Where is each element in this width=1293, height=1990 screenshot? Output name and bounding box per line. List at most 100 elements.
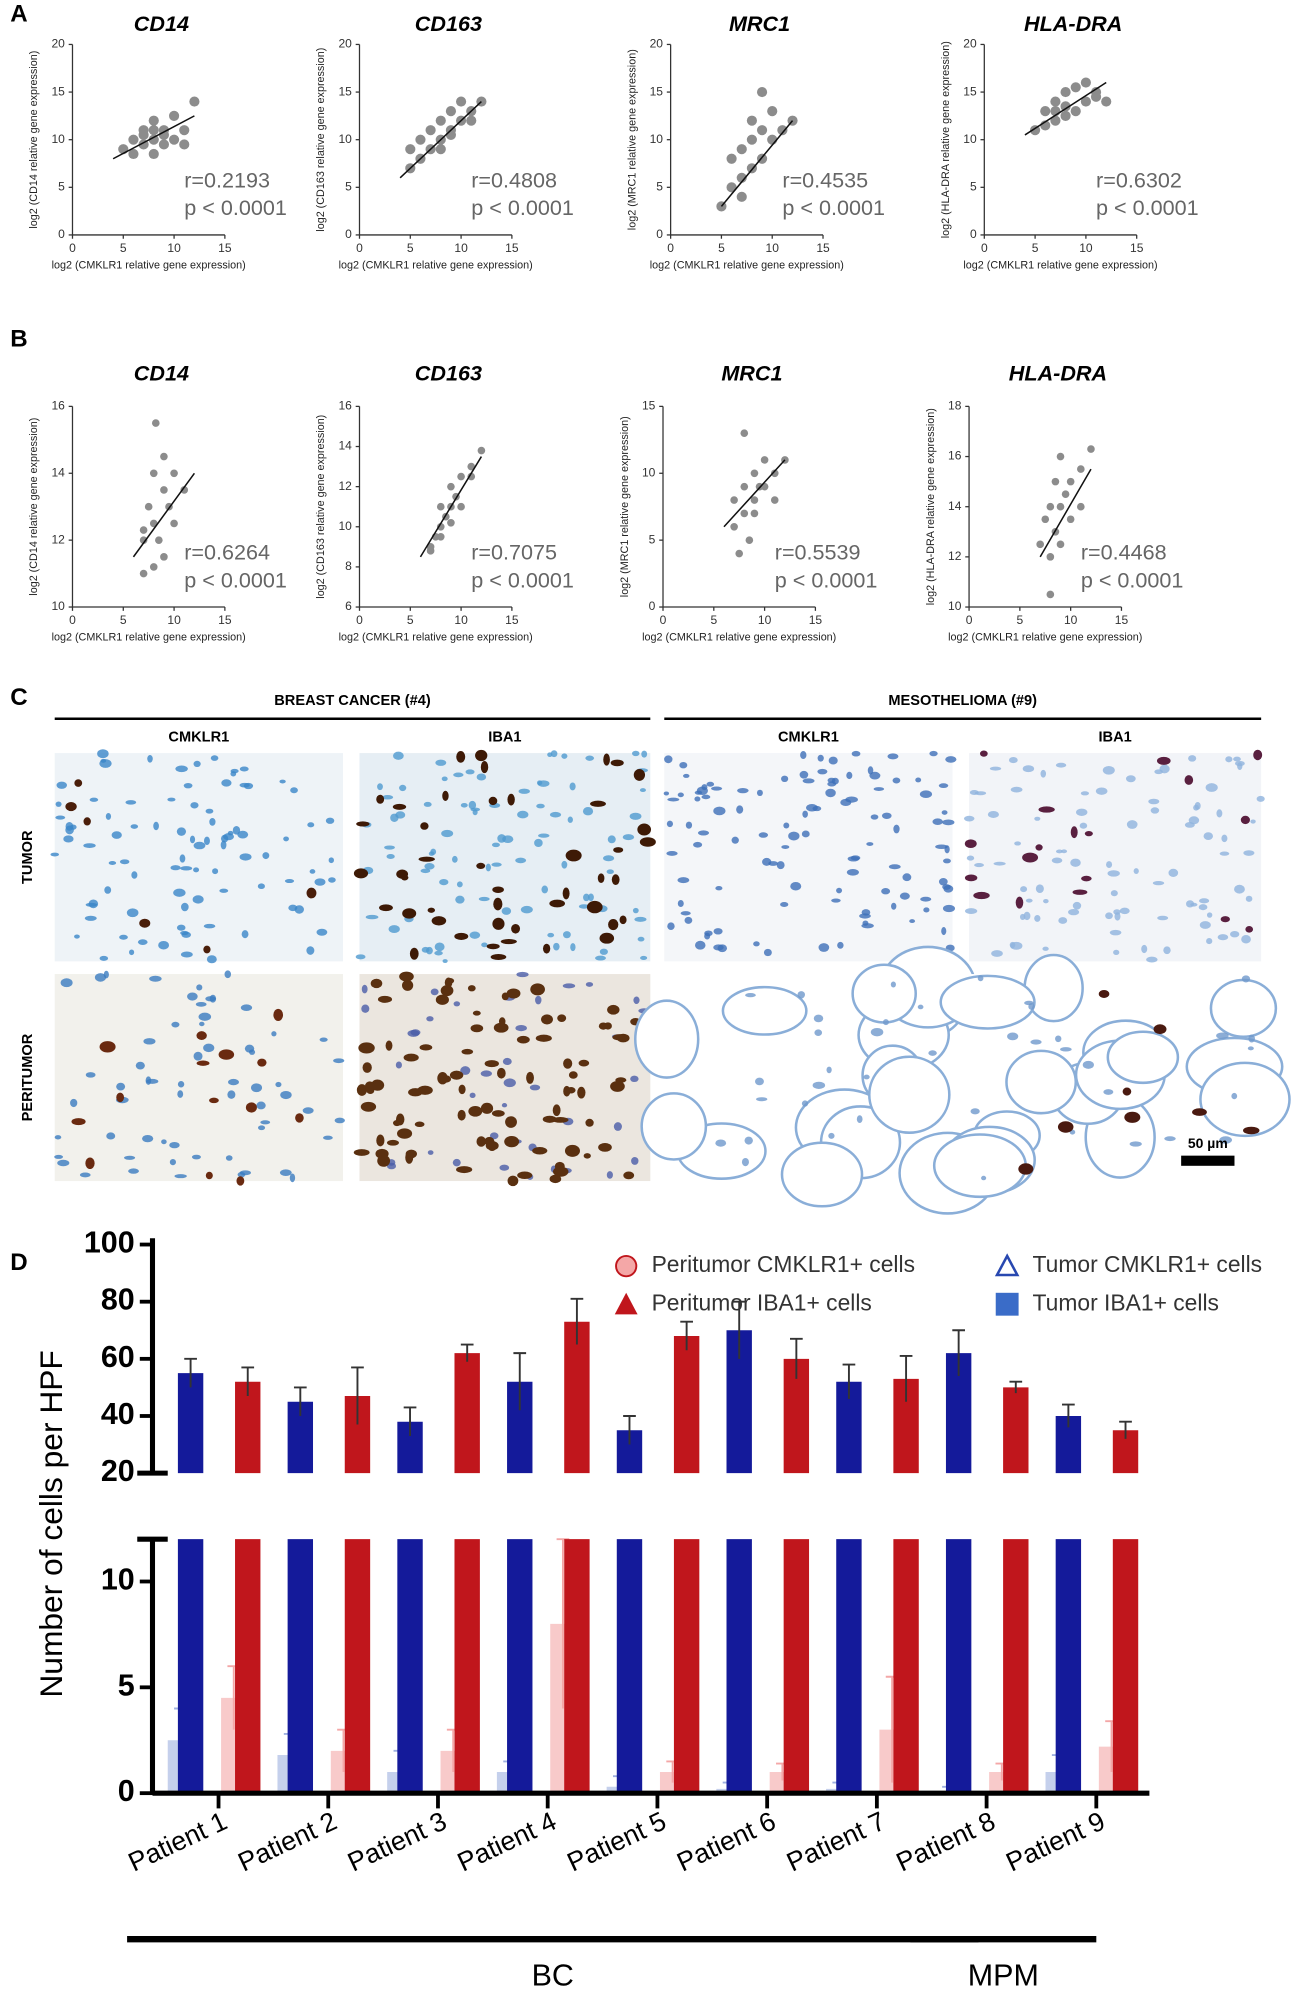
nucleus bbox=[503, 1078, 516, 1088]
nucleus bbox=[780, 902, 789, 907]
x-tick-label: Patient 7 bbox=[782, 1806, 890, 1878]
x-tick-label: 15 bbox=[505, 613, 519, 627]
micrograph bbox=[663, 750, 957, 962]
nucleus bbox=[981, 1175, 987, 1181]
data-point bbox=[149, 563, 158, 571]
bar bbox=[673, 1335, 700, 1794]
x-tick-label: 15 bbox=[816, 241, 830, 255]
nucleus bbox=[553, 942, 560, 951]
error-bar bbox=[460, 1343, 474, 1362]
y-tick-label: 18 bbox=[948, 399, 962, 413]
nucleus bbox=[856, 1115, 863, 1123]
nucleus bbox=[827, 781, 837, 787]
nucleus bbox=[1113, 949, 1120, 956]
data-point bbox=[750, 469, 759, 478]
error-bar bbox=[570, 1297, 584, 1345]
y-tick-label: 60 bbox=[101, 1340, 135, 1374]
stained-cell bbox=[377, 995, 393, 1003]
y-tick-label: 0 bbox=[649, 599, 656, 613]
column-header: CMKLR1 bbox=[778, 730, 839, 746]
annotation: p < 0.0001 bbox=[184, 567, 287, 592]
micrograph bbox=[54, 970, 345, 1186]
nucleus bbox=[595, 955, 606, 961]
nucleus bbox=[1025, 898, 1033, 903]
fit-line bbox=[1024, 81, 1107, 136]
nucleus bbox=[920, 896, 932, 902]
stained-cell bbox=[552, 1166, 569, 1177]
stained-cell bbox=[552, 1117, 569, 1123]
x-tick-label: 0 bbox=[981, 241, 988, 255]
y-tick-label: 12 bbox=[948, 549, 962, 563]
x-tick-label: 15 bbox=[218, 241, 232, 255]
nucleus bbox=[501, 907, 512, 915]
nucleus bbox=[701, 784, 708, 791]
fit-line bbox=[1039, 468, 1092, 558]
stained-cell bbox=[358, 1042, 375, 1054]
stained-cell bbox=[517, 1171, 533, 1179]
fat-cell bbox=[633, 999, 700, 1079]
nucleus bbox=[180, 951, 193, 958]
nucleus bbox=[199, 1021, 205, 1027]
stained-cell bbox=[492, 917, 505, 930]
stained-cell bbox=[491, 1110, 505, 1117]
nucleus bbox=[104, 886, 112, 894]
nucleus bbox=[192, 895, 204, 904]
stained-cell bbox=[488, 796, 498, 806]
nucleus bbox=[119, 934, 128, 940]
nucleus bbox=[685, 821, 693, 829]
nucleus bbox=[899, 892, 910, 900]
nucleus bbox=[275, 1081, 282, 1088]
x-tick-label: 10 bbox=[758, 613, 772, 627]
nucleus bbox=[97, 749, 109, 759]
nucleus bbox=[196, 984, 203, 991]
y-tick-label: 5 bbox=[970, 180, 977, 194]
data-point bbox=[467, 472, 476, 481]
annotation: p < 0.0001 bbox=[471, 567, 574, 592]
nucleus bbox=[250, 1083, 263, 1093]
stained-cell bbox=[480, 1102, 494, 1114]
nucleus bbox=[870, 1027, 884, 1037]
nucleus bbox=[1216, 809, 1223, 818]
nucleus bbox=[518, 788, 530, 794]
data-point bbox=[169, 110, 180, 121]
stained-cell bbox=[497, 1067, 506, 1079]
nucleus bbox=[365, 914, 379, 920]
nucleus bbox=[316, 928, 328, 936]
chart-title: HLA-DRA bbox=[1009, 360, 1107, 385]
micrograph bbox=[353, 749, 656, 964]
nucleus bbox=[797, 991, 805, 999]
nucleus bbox=[630, 1075, 639, 1083]
nucleus bbox=[1022, 765, 1035, 773]
stained-cell bbox=[475, 749, 488, 762]
nucleus bbox=[695, 940, 706, 950]
nucleus bbox=[319, 1037, 328, 1042]
stained-cell bbox=[615, 1077, 627, 1083]
fit-line bbox=[720, 120, 794, 207]
error-bar bbox=[1119, 1420, 1132, 1439]
annotation: p < 0.0001 bbox=[782, 195, 885, 220]
data-point bbox=[1066, 477, 1075, 486]
y-tick-label: 14 bbox=[338, 439, 352, 453]
nucleus bbox=[240, 1004, 253, 1011]
nucleus bbox=[846, 869, 859, 876]
nucleus bbox=[945, 756, 957, 763]
nucleus bbox=[460, 1066, 471, 1075]
stained-cell bbox=[457, 1109, 466, 1121]
stained-cell bbox=[420, 822, 429, 830]
nucleus bbox=[328, 877, 336, 883]
y-axis-label: log2 (HLA-DRA relative gene expression) bbox=[940, 41, 952, 238]
nucleus bbox=[1107, 870, 1120, 877]
row-label: TUMOR bbox=[20, 830, 36, 884]
y-tick-label: 15 bbox=[963, 84, 977, 98]
nucleus bbox=[932, 818, 943, 826]
nucleus bbox=[1125, 775, 1136, 783]
data-point bbox=[740, 509, 749, 518]
nucleus bbox=[441, 776, 448, 782]
nucleus bbox=[451, 855, 458, 863]
nucleus bbox=[361, 984, 368, 994]
stained-cell bbox=[563, 1058, 573, 1069]
x-tick-label: 0 bbox=[966, 613, 973, 627]
stained-cell bbox=[397, 1128, 413, 1139]
stained-cell bbox=[511, 923, 521, 934]
fat-cell bbox=[780, 1141, 864, 1208]
